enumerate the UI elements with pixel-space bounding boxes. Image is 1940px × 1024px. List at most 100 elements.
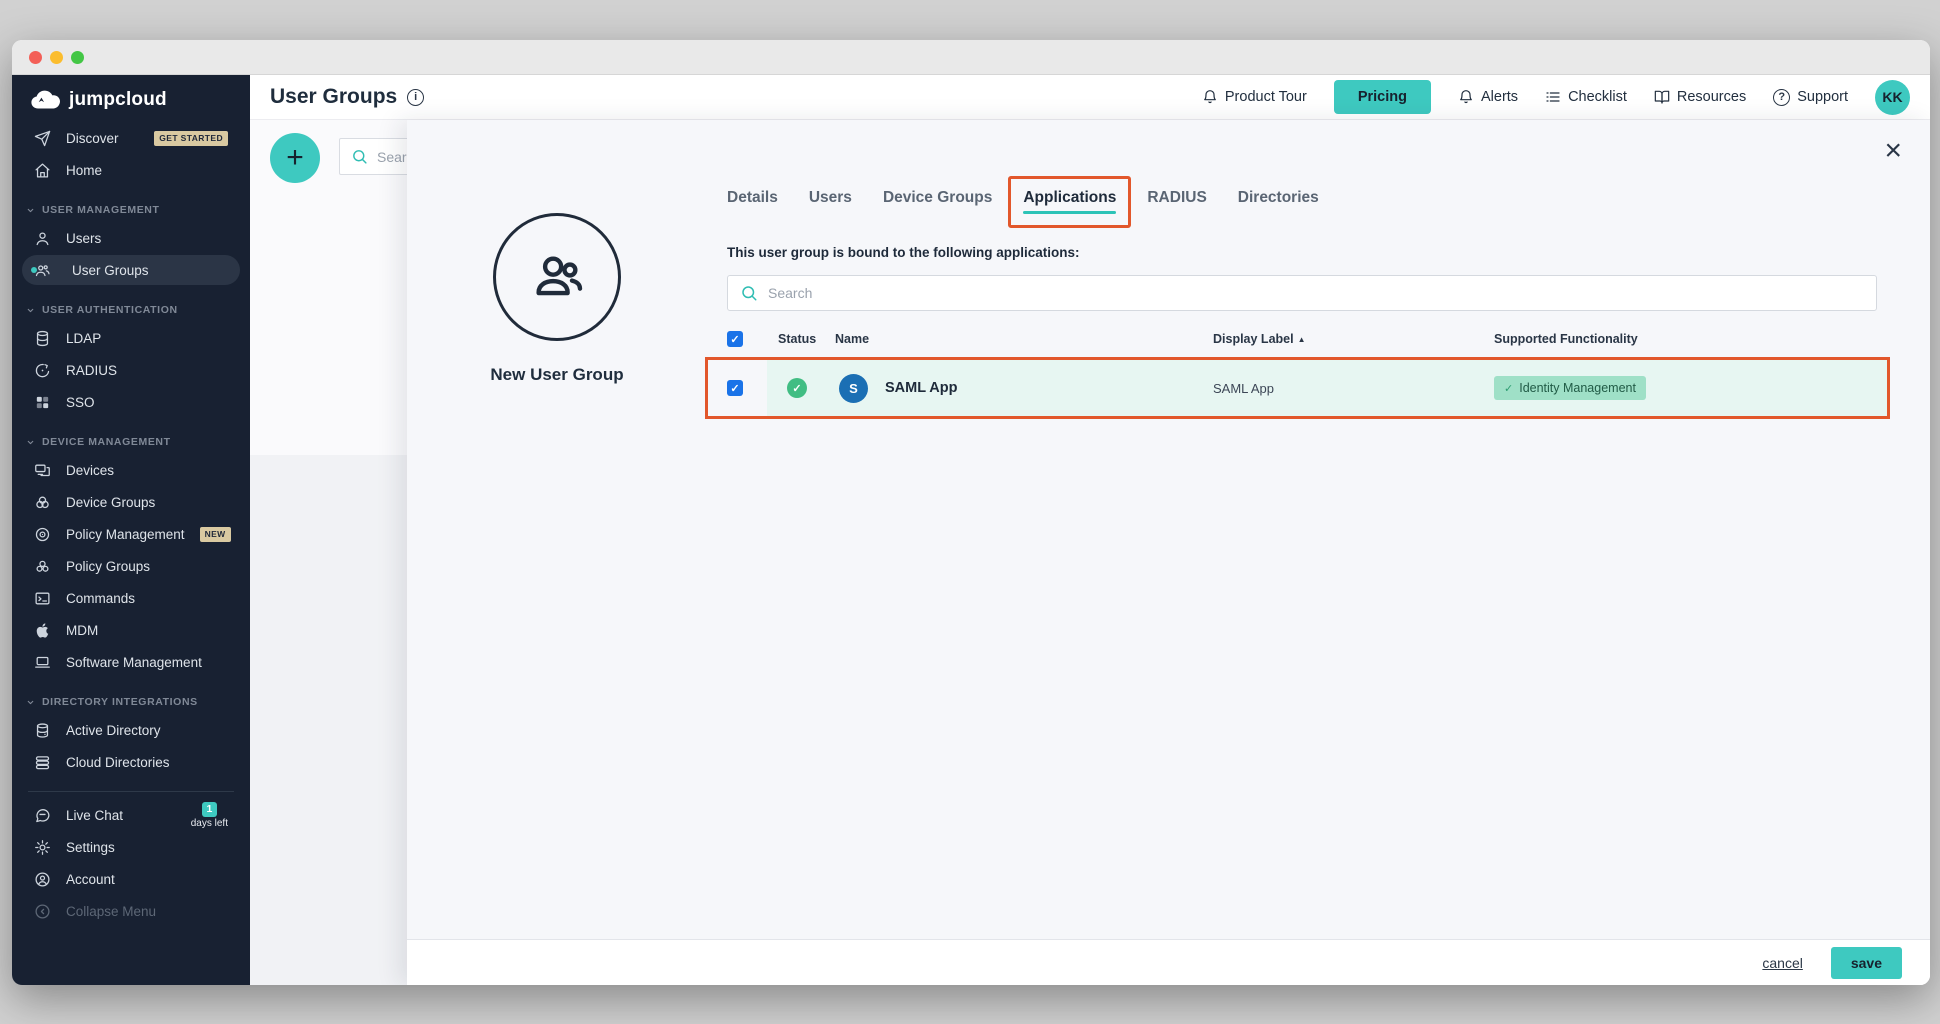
chat-bubble-icon xyxy=(34,807,51,824)
cancel-button[interactable]: cancel xyxy=(1762,954,1803,971)
resources-button[interactable]: Resources xyxy=(1654,89,1746,105)
device-groups-icon xyxy=(34,494,51,511)
panel-footer: cancel save xyxy=(407,939,1930,985)
sidebar-section-user-management[interactable]: USER MANAGEMENT xyxy=(12,187,250,221)
sidebar-item-user-groups[interactable]: User Groups xyxy=(22,255,240,285)
bell-icon xyxy=(1202,89,1218,105)
check-icon: ✓ xyxy=(1504,382,1514,395)
jumpcloud-logo[interactable]: jumpcloud xyxy=(12,75,250,121)
check-icon: ✓ xyxy=(730,382,740,395)
home-icon xyxy=(34,162,51,179)
sidebar-item-settings[interactable]: Settings xyxy=(22,832,240,862)
directory-database-icon xyxy=(34,722,51,739)
sidebar-item-mdm[interactable]: MDM xyxy=(22,615,240,645)
tab-applications[interactable]: Applications xyxy=(1008,176,1132,228)
sidebar-item-label: RADIUS xyxy=(66,362,118,378)
sidebar-item-policy-groups[interactable]: Policy Groups xyxy=(22,551,240,581)
tab-details[interactable]: Details xyxy=(727,189,778,206)
applications-search-box[interactable] xyxy=(727,275,1877,311)
tab-device-groups[interactable]: Device Groups xyxy=(882,189,993,206)
user-groups-icon xyxy=(34,262,51,279)
pricing-button[interactable]: Pricing xyxy=(1333,80,1431,114)
logo-wordmark: jumpcloud xyxy=(69,89,167,110)
save-button[interactable]: save xyxy=(1830,946,1902,979)
check-icon: ✓ xyxy=(730,333,740,346)
support-button[interactable]: ? Support xyxy=(1773,88,1848,106)
sidebar-item-collapse-menu[interactable]: Collapse Menu xyxy=(22,896,240,926)
trial-countdown: 1 days left xyxy=(191,801,228,829)
get-started-badge: GET STARTED xyxy=(154,130,228,146)
rocket-icon xyxy=(34,130,51,147)
column-header-display-label[interactable]: Display Label ▲ xyxy=(1213,332,1306,346)
alerts-button[interactable]: Alerts xyxy=(1458,89,1518,105)
column-header-supported-functionality[interactable]: Supported Functionality xyxy=(1494,332,1638,346)
header-actions: Product Tour Pricing Alerts Checklist xyxy=(1202,79,1910,115)
sidebar-item-label: Active Directory xyxy=(66,722,161,738)
sidebar-item-radius[interactable]: RADIUS xyxy=(22,355,240,385)
question-icon: ? xyxy=(1773,88,1791,106)
sidebar-item-label: Policy Groups xyxy=(66,558,151,574)
add-user-group-button[interactable]: + xyxy=(270,133,320,183)
radius-icon xyxy=(34,362,51,379)
chevron-down-icon xyxy=(26,306,35,315)
sidebar-item-label: Device Groups xyxy=(66,494,156,510)
column-header-name[interactable]: Name xyxy=(835,332,870,346)
tab-bar: Details Users Device Groups Applications… xyxy=(727,176,1877,228)
checklist-button[interactable]: Checklist xyxy=(1545,89,1627,105)
chevron-down-icon xyxy=(26,698,35,707)
sidebar-item-device-groups[interactable]: Device Groups xyxy=(22,487,240,517)
sidebar-item-home[interactable]: Home xyxy=(22,155,240,185)
sidebar-item-label: Discover xyxy=(66,130,119,146)
sort-ascending-icon: ▲ xyxy=(1297,334,1306,344)
tab-directories[interactable]: Directories xyxy=(1237,189,1319,206)
sidebar-item-users[interactable]: Users xyxy=(22,223,240,253)
terminal-icon xyxy=(34,590,51,607)
apple-icon xyxy=(34,622,51,639)
window-minimize-button[interactable] xyxy=(50,50,63,64)
table-row[interactable]: ✓ S SAML App SAML App xyxy=(767,360,1887,416)
sidebar-section-directory-integrations[interactable]: DIRECTORY INTEGRATIONS xyxy=(12,679,250,713)
sidebar-section-user-authentication[interactable]: USER AUTHENTICATION xyxy=(12,287,250,321)
top-header: User Groups i Product Tour Pricing xyxy=(250,75,1930,120)
chevron-down-icon xyxy=(26,206,35,215)
gear-icon xyxy=(34,839,51,856)
panel-content: Details Users Device Groups Applications… xyxy=(705,176,1890,419)
user-icon xyxy=(34,230,51,247)
sidebar-section-device-management[interactable]: DEVICE MANAGEMENT xyxy=(12,419,250,453)
checklist-icon xyxy=(1545,89,1561,105)
sidebar-nav: Discover GET STARTED Home USER MANAGEMEN… xyxy=(12,121,250,985)
sidebar-item-policy-management[interactable]: Policy Management NEW xyxy=(22,519,240,549)
tab-radius[interactable]: RADIUS xyxy=(1147,189,1207,206)
window-close-button[interactable] xyxy=(29,50,42,64)
tab-users[interactable]: Users xyxy=(808,189,852,206)
sidebar-item-ldap[interactable]: LDAP xyxy=(22,323,240,353)
sidebar-item-software-management[interactable]: Software Management xyxy=(22,647,240,677)
sidebar-item-commands[interactable]: Commands xyxy=(22,583,240,613)
select-all-checkbox[interactable]: ✓ xyxy=(727,331,743,347)
row-checkbox[interactable]: ✓ xyxy=(727,380,743,396)
sidebar-item-account[interactable]: Account xyxy=(22,864,240,894)
info-icon[interactable]: i xyxy=(407,88,425,106)
sidebar-item-discover[interactable]: Discover GET STARTED xyxy=(22,123,240,153)
sidebar-divider xyxy=(28,791,234,792)
devices-icon xyxy=(34,462,51,479)
close-icon[interactable]: × xyxy=(1884,134,1902,167)
sidebar-item-cloud-directories[interactable]: Cloud Directories xyxy=(22,747,240,777)
section-title: USER MANAGEMENT xyxy=(42,204,160,216)
column-header-status[interactable]: Status xyxy=(778,332,817,346)
sidebar-item-devices[interactable]: Devices xyxy=(22,455,240,485)
sidebar-item-label: SSO xyxy=(66,394,95,410)
user-avatar[interactable]: KK xyxy=(1875,79,1910,115)
laptop-icon xyxy=(34,654,51,671)
window-zoom-button[interactable] xyxy=(71,50,84,64)
product-tour-button[interactable]: Product Tour xyxy=(1202,89,1307,105)
status-cell: ✓ xyxy=(767,378,827,398)
sidebar-item-live-chat[interactable]: Live Chat 1 days left xyxy=(22,800,240,830)
sidebar-item-active-directory[interactable]: Active Directory xyxy=(22,715,240,745)
stacked-discs-icon xyxy=(34,754,51,771)
database-icon xyxy=(34,330,51,347)
chevron-down-icon xyxy=(26,438,35,447)
applications-search-input[interactable] xyxy=(768,285,1864,301)
sidebar-item-sso[interactable]: SSO xyxy=(22,387,240,417)
main-area: User Groups i Product Tour Pricing xyxy=(250,75,1930,985)
